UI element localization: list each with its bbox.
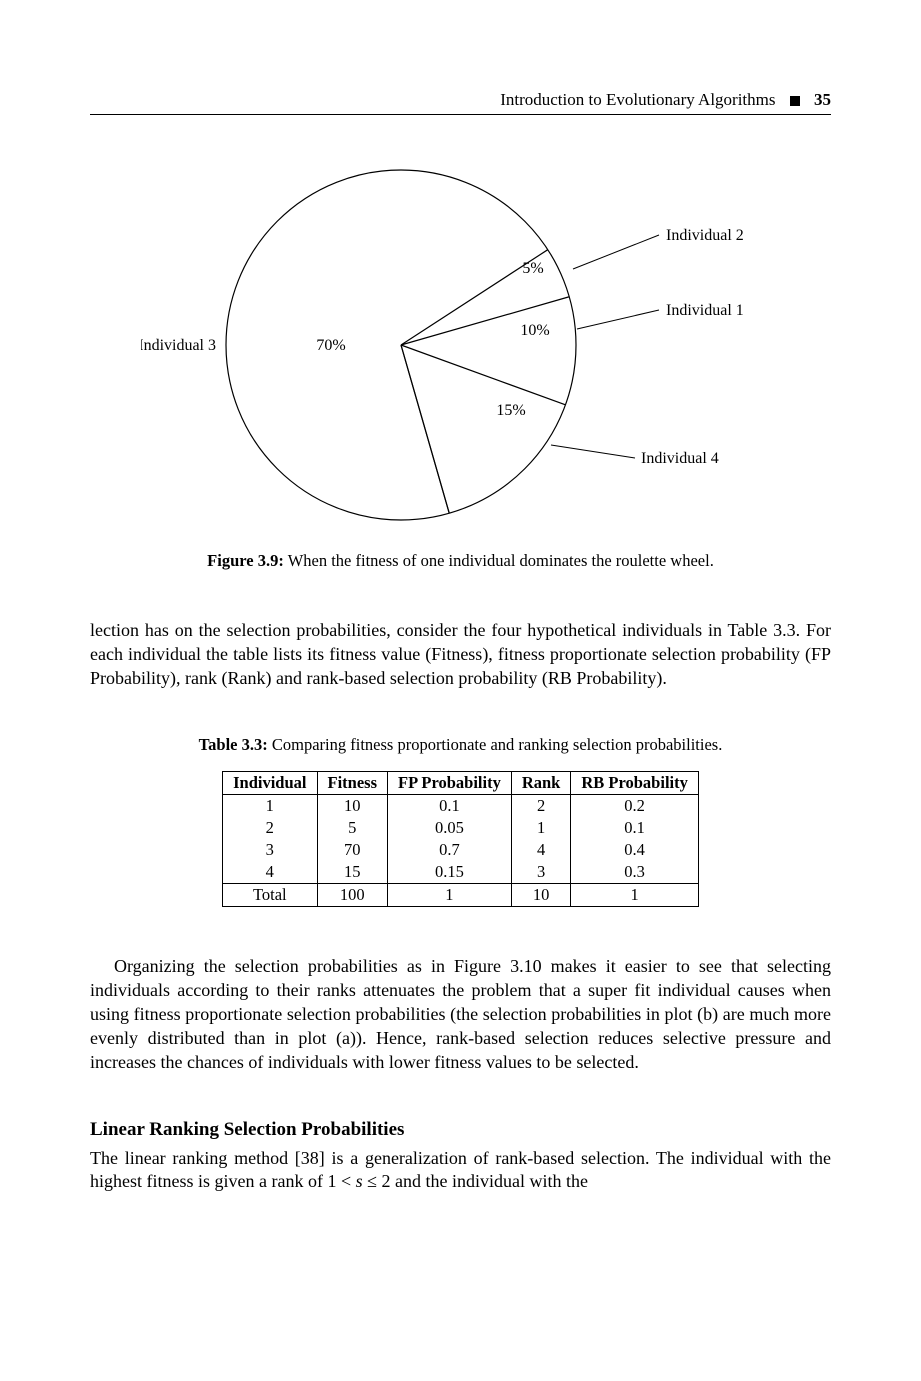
svg-text:10%: 10%	[520, 322, 549, 339]
figure-label: Figure 3.9:	[207, 551, 284, 570]
table-caption: Table 3.3: Comparing fitness proportiona…	[90, 735, 831, 755]
figure-caption-text: When the fitness of one individual domin…	[288, 551, 714, 570]
svg-text:Individual 3: Individual 3	[141, 337, 216, 354]
svg-text:Individual 4: Individual 4	[641, 450, 719, 467]
svg-text:Individual 2: Individual 2	[666, 227, 744, 244]
figure-container: 5% Individual 2 10% Individual 1 15% Individu…	[90, 155, 831, 535]
header-marker	[790, 96, 800, 106]
paragraph-2: Organizing the selection probabilities a…	[90, 955, 831, 1075]
table-header: FP Probability	[388, 771, 512, 794]
running-title: Introduction to Evolutionary Algorithms	[500, 90, 775, 109]
table-label: Table 3.3:	[199, 735, 268, 754]
table-row: 250.0510.1	[223, 817, 699, 839]
page-header: Introduction to Evolutionary Algorithms …	[90, 90, 831, 115]
svg-text:15%: 15%	[496, 402, 525, 419]
table-row: 4150.1530.3	[223, 861, 699, 884]
table-header: RB Probability	[571, 771, 699, 794]
svg-text:5%: 5%	[522, 260, 543, 277]
paragraph-1: lection has on the selection probabiliti…	[90, 619, 831, 691]
table-row: 1100.120.2	[223, 794, 699, 817]
table-header: Individual	[223, 771, 317, 794]
table-caption-text: Comparing fitness proportionate and rank…	[272, 735, 722, 754]
figure-caption: Figure 3.9: When the fitness of one indi…	[90, 551, 831, 571]
table-total-row: Total1001101	[223, 883, 699, 906]
svg-text:70%: 70%	[316, 337, 345, 354]
table-header: Rank	[511, 771, 571, 794]
pie-chart: 5% Individual 2 10% Individual 1 15% Individu…	[141, 155, 781, 535]
table-header: Fitness	[317, 771, 388, 794]
page-number: 35	[814, 90, 831, 109]
svg-text:Individual 1: Individual 1	[666, 302, 744, 319]
comparison-table: IndividualFitnessFP ProbabilityRankRB Pr…	[222, 771, 699, 907]
section-heading: Linear Ranking Selection Probabilities	[90, 1119, 831, 1141]
table-row: 3700.740.4	[223, 839, 699, 861]
paragraph-3: The linear ranking method [38] is a gene…	[90, 1147, 831, 1195]
